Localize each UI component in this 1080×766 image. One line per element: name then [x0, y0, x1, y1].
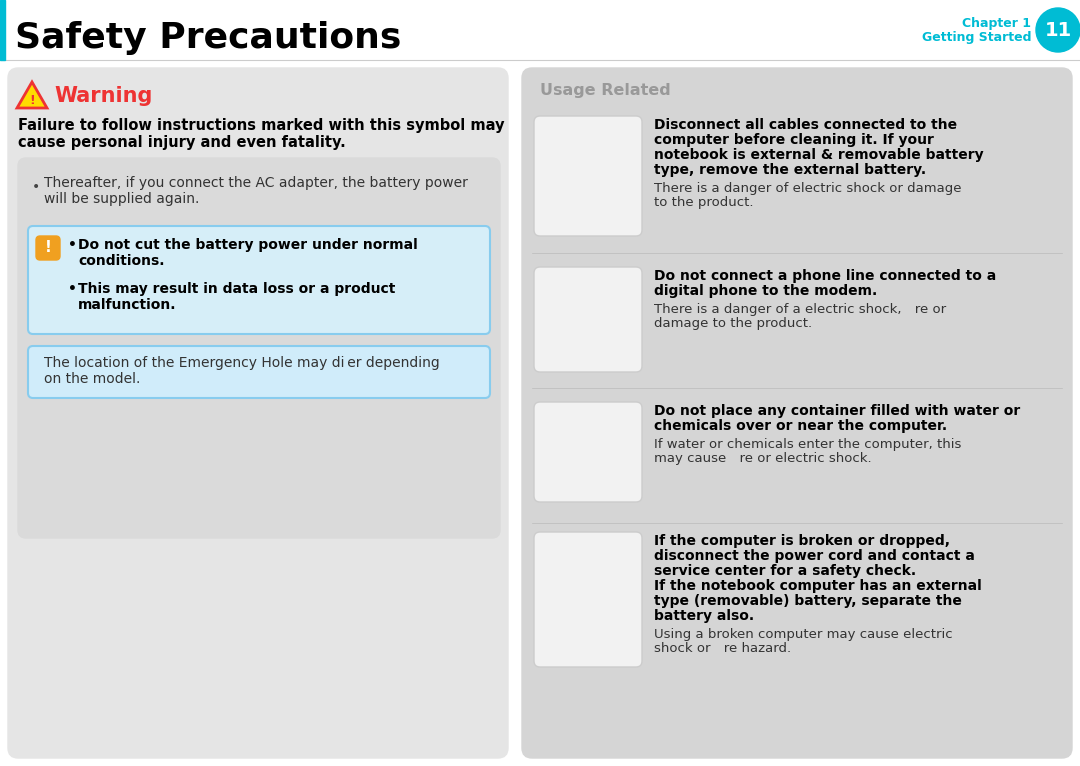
Text: This may result in data loss or a product: This may result in data loss or a produc…: [78, 282, 395, 296]
Text: on the model.: on the model.: [44, 372, 140, 386]
Text: Failure to follow instructions marked with this symbol may: Failure to follow instructions marked wi…: [18, 118, 504, 133]
Text: Usage Related: Usage Related: [540, 83, 671, 97]
Text: There is a danger of electric shock or damage: There is a danger of electric shock or d…: [654, 182, 961, 195]
Text: •: •: [32, 180, 40, 194]
Text: !: !: [29, 94, 35, 107]
FancyBboxPatch shape: [534, 116, 642, 236]
Text: will be supplied again.: will be supplied again.: [44, 192, 200, 206]
FancyBboxPatch shape: [36, 236, 60, 260]
Text: The location of the Emergency Hole may di er depending: The location of the Emergency Hole may d…: [44, 356, 440, 370]
Text: computer before cleaning it. If your: computer before cleaning it. If your: [654, 133, 934, 147]
Text: chemicals over or near the computer.: chemicals over or near the computer.: [654, 419, 947, 433]
FancyBboxPatch shape: [28, 346, 490, 398]
Text: damage to the product.: damage to the product.: [654, 317, 812, 330]
Text: disconnect the power cord and contact a: disconnect the power cord and contact a: [654, 549, 975, 563]
Text: to the product.: to the product.: [654, 196, 754, 209]
FancyBboxPatch shape: [18, 158, 500, 538]
Bar: [0, 0, 5, 60]
Text: Do not connect a phone line connected to a: Do not connect a phone line connected to…: [654, 269, 996, 283]
FancyBboxPatch shape: [534, 402, 642, 502]
Text: •: •: [68, 238, 77, 252]
Text: service center for a safety check.: service center for a safety check.: [654, 564, 916, 578]
Text: Chapter 1: Chapter 1: [962, 17, 1031, 30]
Text: battery also.: battery also.: [654, 609, 754, 623]
Text: type, remove the external battery.: type, remove the external battery.: [654, 163, 927, 177]
Text: cause personal injury and even fatality.: cause personal injury and even fatality.: [18, 135, 346, 150]
Text: Thereafter, if you connect the AC adapter, the battery power: Thereafter, if you connect the AC adapte…: [44, 176, 468, 190]
Circle shape: [1036, 8, 1080, 52]
Text: There is a danger of a electric shock, re or: There is a danger of a electric shock, r…: [654, 303, 946, 316]
Polygon shape: [17, 82, 48, 108]
Text: Do not cut the battery power under normal: Do not cut the battery power under norma…: [78, 238, 418, 252]
Text: Getting Started: Getting Started: [921, 31, 1031, 44]
FancyBboxPatch shape: [28, 226, 490, 334]
FancyBboxPatch shape: [8, 68, 508, 758]
Text: may cause re or electric shock.: may cause re or electric shock.: [654, 452, 872, 465]
Text: Do not place any container filled with water or: Do not place any container filled with w…: [654, 404, 1021, 418]
Text: If the notebook computer has an external: If the notebook computer has an external: [654, 579, 982, 593]
Text: Using a broken computer may cause electric: Using a broken computer may cause electr…: [654, 628, 953, 641]
Text: notebook is external & removable battery: notebook is external & removable battery: [654, 148, 984, 162]
FancyBboxPatch shape: [534, 532, 642, 667]
Text: Warning: Warning: [54, 86, 152, 106]
Text: type (removable) battery, separate the: type (removable) battery, separate the: [654, 594, 962, 608]
Text: If water or chemicals enter the computer, this: If water or chemicals enter the computer…: [654, 438, 961, 451]
Text: Disconnect all cables connected to the: Disconnect all cables connected to the: [654, 118, 957, 132]
Text: malfunction.: malfunction.: [78, 298, 176, 312]
FancyBboxPatch shape: [534, 267, 642, 372]
FancyBboxPatch shape: [522, 68, 1072, 758]
Text: Safety Precautions: Safety Precautions: [15, 21, 402, 55]
Text: •: •: [68, 282, 77, 296]
Text: digital phone to the modem.: digital phone to the modem.: [654, 284, 877, 298]
Text: shock or re hazard.: shock or re hazard.: [654, 642, 792, 655]
Text: conditions.: conditions.: [78, 254, 164, 268]
Text: 11: 11: [1044, 21, 1071, 40]
Text: !: !: [44, 241, 52, 256]
Text: If the computer is broken or dropped,: If the computer is broken or dropped,: [654, 534, 950, 548]
